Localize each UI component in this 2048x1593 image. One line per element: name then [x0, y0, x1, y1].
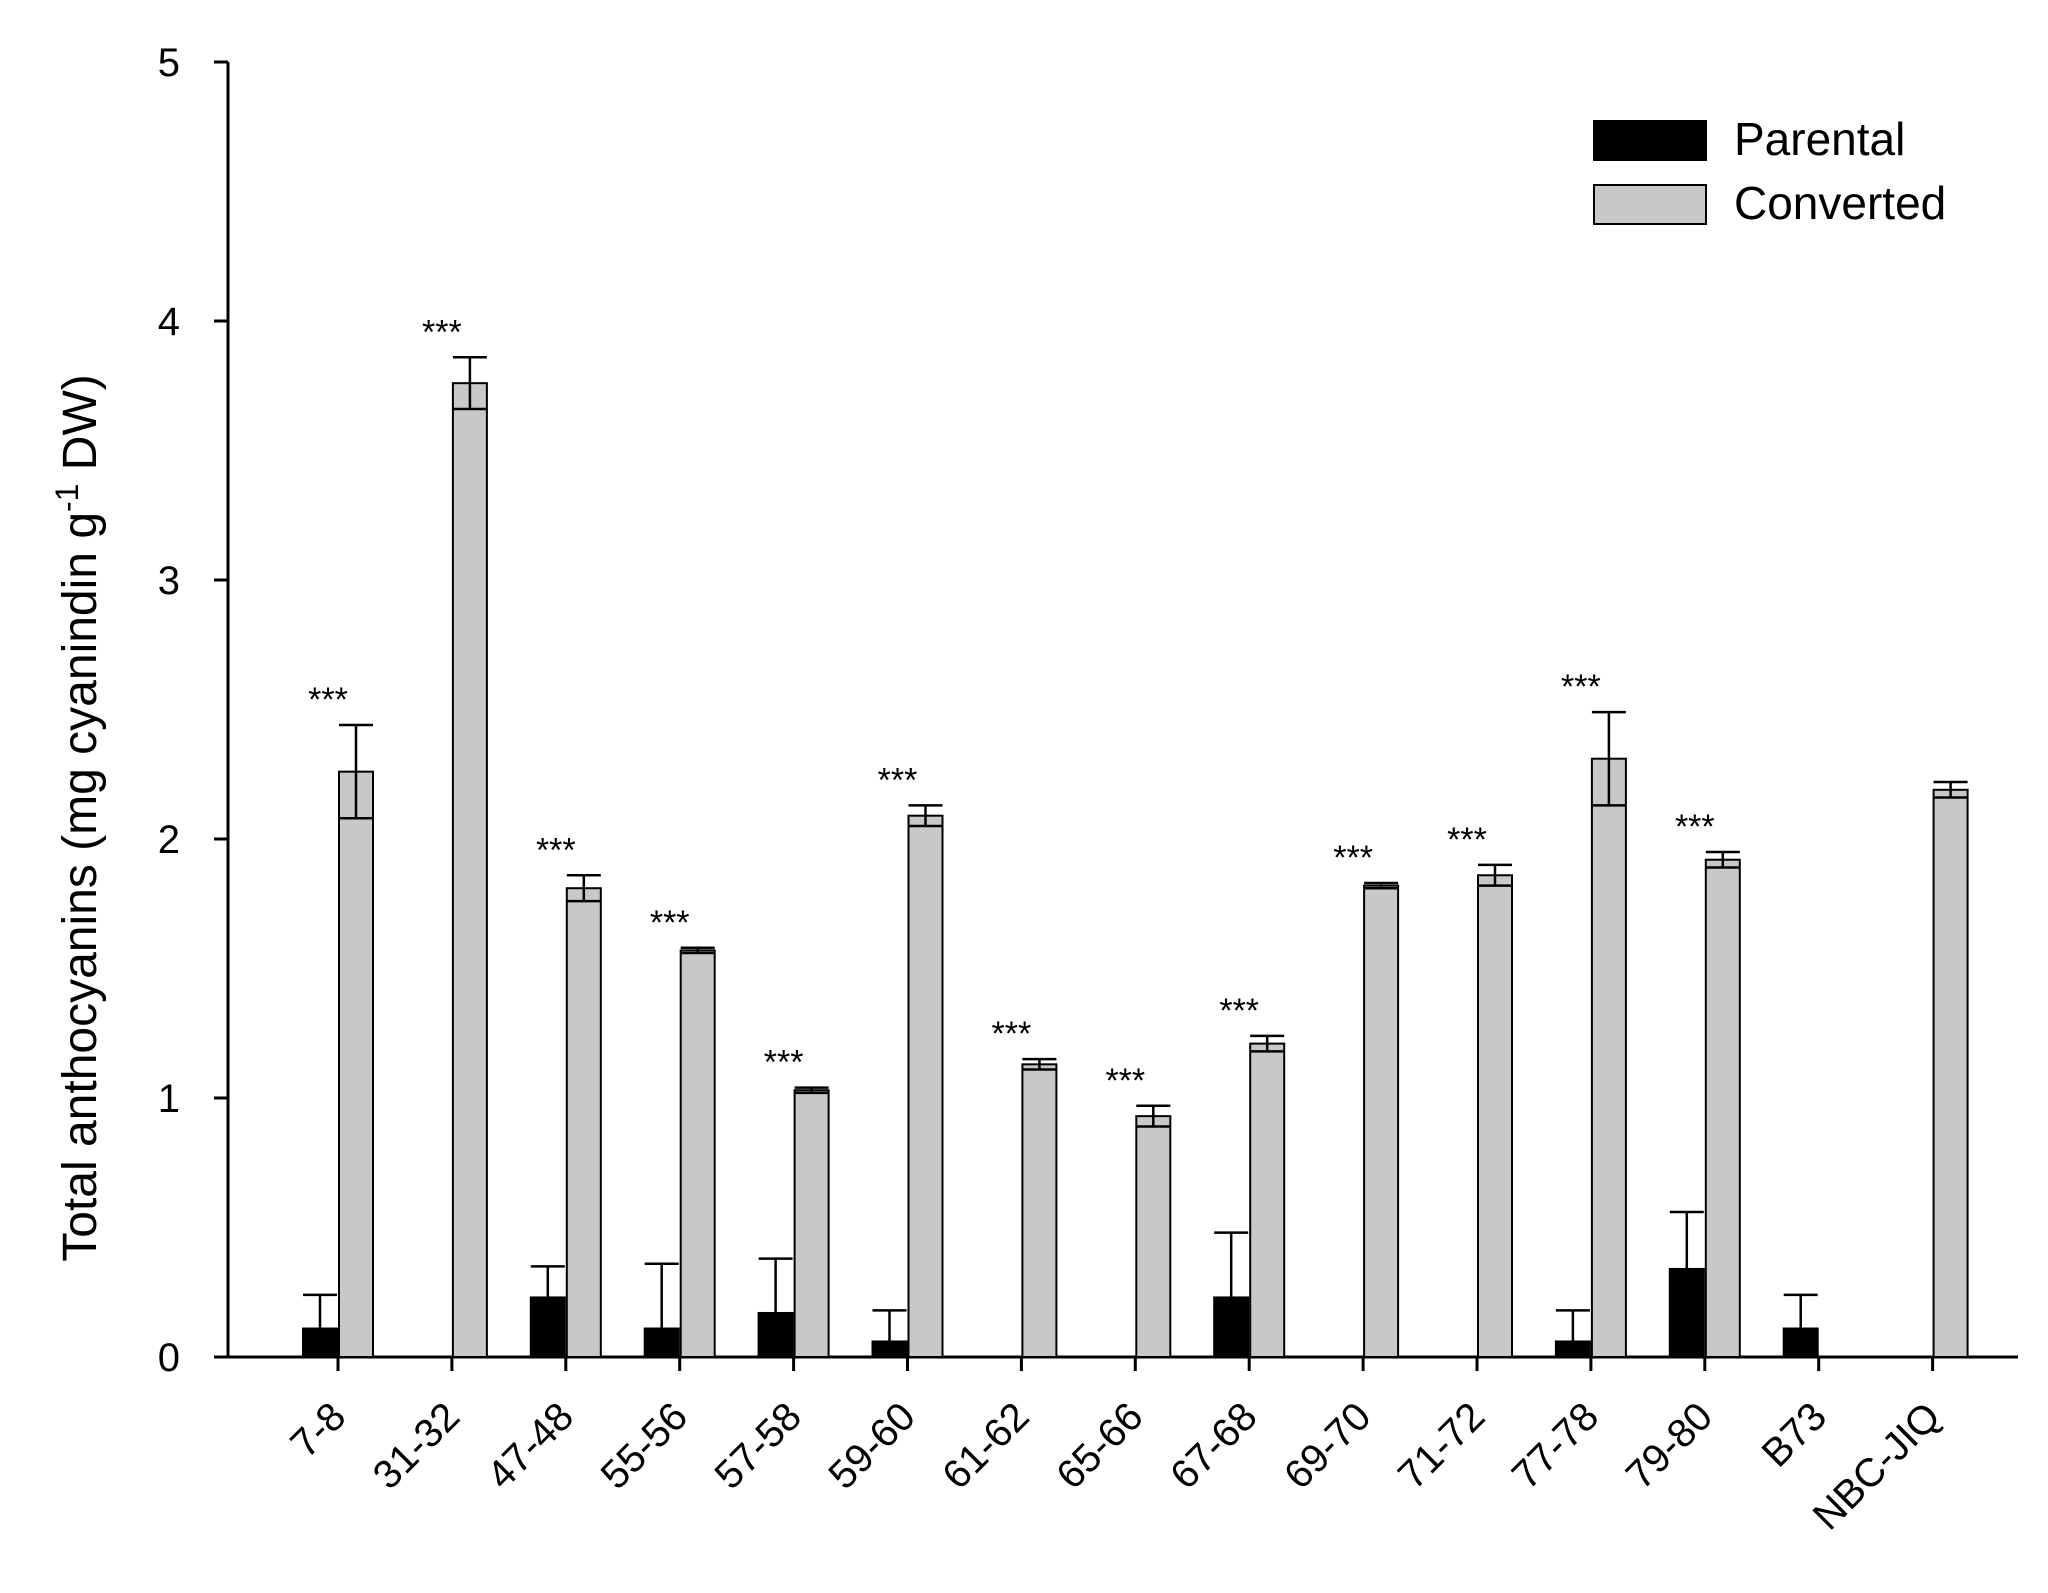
bar-converted	[1704, 858, 1741, 1358]
significance-marker: ***	[878, 761, 918, 799]
bar-converted	[679, 949, 716, 1358]
y-axis-label: Total anthocyanins (mg cyanindin g-1 DW)	[49, 374, 107, 1262]
significance-marker: ***	[764, 1044, 804, 1082]
x-tick-label: 59-60	[820, 1394, 923, 1497]
bar-parental	[871, 1340, 908, 1358]
y-tick-label: 5	[158, 41, 180, 85]
x-tick-label: 55-56	[593, 1394, 696, 1497]
significance-marker: ***	[992, 1015, 1032, 1053]
y-axis-label-tail: DW)	[54, 374, 107, 483]
x-tick-label: 71-72	[1390, 1394, 1493, 1497]
x-tick-label: 31-32	[365, 1394, 468, 1497]
y-tick-label: 0	[158, 1336, 180, 1380]
bars	[302, 382, 1969, 1359]
significance-marker: ***	[308, 681, 348, 719]
y-tick-label: 3	[158, 559, 180, 603]
bar-converted	[1590, 757, 1627, 1358]
x-tick-label: B73	[1754, 1394, 1835, 1475]
significance-marker: ***	[650, 904, 690, 942]
significance-marker: ***	[1561, 668, 1601, 706]
bar-parental	[529, 1296, 566, 1359]
significance-marker: ***	[1105, 1062, 1145, 1100]
y-axis-label-main: Total anthocyanins (mg cyanindin g	[54, 512, 107, 1262]
x-tick-label: 65-66	[1048, 1394, 1151, 1497]
svg-text:Total anthocyanins (mg cyanind: Total anthocyanins (mg cyanindin g-1 DW)	[49, 374, 107, 1262]
significance-marker: ***	[1447, 821, 1487, 859]
significance-marker: ***	[1219, 992, 1259, 1030]
significance-marker: ***	[536, 831, 576, 869]
bar-converted	[451, 382, 488, 1359]
y-tick-label: 4	[158, 300, 180, 344]
x-axis-tick-labels: 7-8 31-32 47-48 55-56 57-58 59-60 61-62 65-66 67…	[282, 1394, 1949, 1538]
bar-parental	[1782, 1327, 1819, 1359]
x-tick-label: 77-78	[1504, 1394, 1607, 1497]
legend-label-parental: Parental	[1734, 113, 1905, 165]
legend: Parental Converted	[1593, 113, 1946, 229]
bar-parental	[643, 1327, 680, 1359]
significance-markers: *** *** *** *** *** *** *** *** *** *** *** *** ***	[308, 313, 1715, 1100]
bar-converted	[793, 1089, 830, 1358]
bar-converted	[1477, 874, 1513, 1358]
bar-parental	[302, 1327, 338, 1359]
bar-converted	[1249, 1042, 1286, 1358]
bar-converted	[1135, 1115, 1172, 1358]
x-tick-label: 57-58	[707, 1394, 810, 1497]
bar-parental	[1668, 1267, 1705, 1358]
significance-marker: ***	[422, 313, 462, 351]
bar-converted	[338, 770, 374, 1358]
y-tick-label: 2	[158, 818, 180, 862]
x-tick-label: 67-68	[1162, 1394, 1265, 1497]
x-tick-label: 79-80	[1618, 1394, 1721, 1497]
x-tick-label: 7-8	[282, 1394, 354, 1466]
bar-converted	[1932, 788, 1969, 1358]
bar-converted	[1363, 884, 1400, 1358]
x-tick-label: NBC-JIQ	[1805, 1394, 1949, 1538]
y-tick-label: 1	[158, 1077, 180, 1121]
bar-parental	[1213, 1296, 1250, 1359]
bar-converted	[907, 814, 944, 1358]
significance-marker: ***	[1333, 839, 1373, 877]
x-tick-label: 69-70	[1276, 1394, 1379, 1497]
legend-swatch-converted	[1593, 184, 1707, 225]
significance-marker: ***	[1675, 808, 1715, 846]
y-axis-label-superscript: -1	[49, 484, 85, 512]
legend-label-converted: Converted	[1734, 177, 1946, 229]
bar-parental	[1554, 1340, 1591, 1358]
bar-converted	[565, 887, 602, 1359]
bar-parental	[757, 1311, 794, 1358]
error-bars	[303, 356, 1968, 1342]
bar-converted	[1021, 1063, 1058, 1358]
x-tick-label: 47-48	[479, 1394, 582, 1497]
x-tick-label: 61-62	[934, 1394, 1037, 1497]
legend-swatch-parental	[1593, 120, 1707, 161]
